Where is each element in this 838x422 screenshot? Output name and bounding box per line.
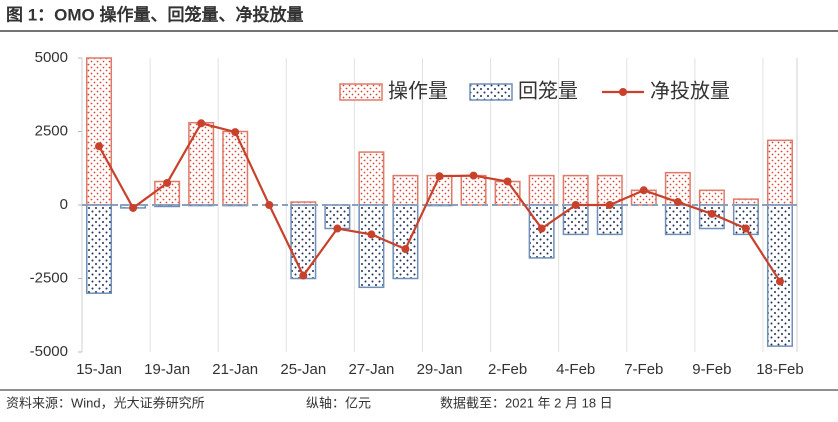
legend-swatch <box>619 88 627 96</box>
line-point <box>741 224 750 233</box>
x-tick-label: 29-Jan <box>417 361 463 378</box>
line-point <box>401 245 410 254</box>
y-tick-label: -5000 <box>30 343 68 360</box>
x-tick-label: 18-Feb <box>756 361 804 378</box>
line-point <box>469 171 478 180</box>
unit-note: 纵轴：亿元 <box>306 395 371 410</box>
y-tick-label: 0 <box>60 196 68 213</box>
bar <box>528 174 555 206</box>
bar <box>188 121 215 206</box>
date-note: 数据截至：2021 年 2 月 18 日 <box>440 395 613 410</box>
bar <box>596 204 623 236</box>
x-tick-label: 19-Jan <box>144 361 190 378</box>
line-point <box>775 277 784 286</box>
bar <box>392 174 419 206</box>
line-point <box>95 142 104 151</box>
line-point <box>299 271 308 280</box>
bar <box>86 204 113 294</box>
line-point <box>197 119 206 128</box>
line-point <box>537 224 546 233</box>
line-point <box>333 224 342 233</box>
x-tick-label: 4-Feb <box>556 361 595 378</box>
legend-label: 回笼量 <box>518 79 578 102</box>
bar <box>426 204 453 207</box>
bar <box>596 174 623 206</box>
bar <box>698 189 725 206</box>
x-tick-label: 9-Feb <box>692 361 731 378</box>
x-tick-label: 2-Feb <box>488 361 527 378</box>
line-point <box>265 201 274 209</box>
legend-label: 净投放量 <box>650 79 730 102</box>
x-tick-label: 27-Jan <box>348 361 394 378</box>
y-tick-label: 2500 <box>35 122 68 139</box>
bar <box>664 204 691 236</box>
x-tick-label: 7-Feb <box>624 361 663 378</box>
bar <box>766 204 793 347</box>
line-point <box>673 198 682 207</box>
bar <box>562 174 589 206</box>
y-tick-label: 5000 <box>35 49 68 66</box>
bar <box>358 204 385 289</box>
legend-swatch <box>339 83 383 101</box>
line-point <box>367 230 376 239</box>
bar <box>460 174 487 206</box>
x-tick-label: 25-Jan <box>280 361 326 378</box>
line-point <box>435 172 444 181</box>
bar <box>766 139 793 206</box>
y-tick-label: -2500 <box>30 269 68 286</box>
plot: -5000 -2500 0 2500 5000 15-Jan 19-Jan 21-Jan 25-… <box>30 49 804 378</box>
bar <box>86 57 113 206</box>
line-point <box>129 203 138 212</box>
line-point <box>231 128 240 137</box>
line-point <box>503 177 512 186</box>
legend-swatch <box>469 83 513 101</box>
bar <box>290 204 317 280</box>
bar <box>358 151 385 206</box>
bar <box>426 174 453 206</box>
bar <box>392 204 419 280</box>
line-point <box>605 201 614 209</box>
x-tick-label: 15-Jan <box>76 361 122 378</box>
line-point <box>639 186 648 195</box>
bar <box>222 130 249 206</box>
x-tick-label: 21-Jan <box>212 361 258 378</box>
source: 资料来源：Wind，光大证券研究所 <box>6 395 205 410</box>
line-point <box>707 209 716 218</box>
line-point <box>571 201 580 209</box>
line-point <box>163 178 172 187</box>
legend-label: 操作量 <box>388 79 448 102</box>
chart-title: 图 1：OMO 操作量、回笼量、净投放量 <box>6 4 304 24</box>
bar <box>562 204 589 236</box>
